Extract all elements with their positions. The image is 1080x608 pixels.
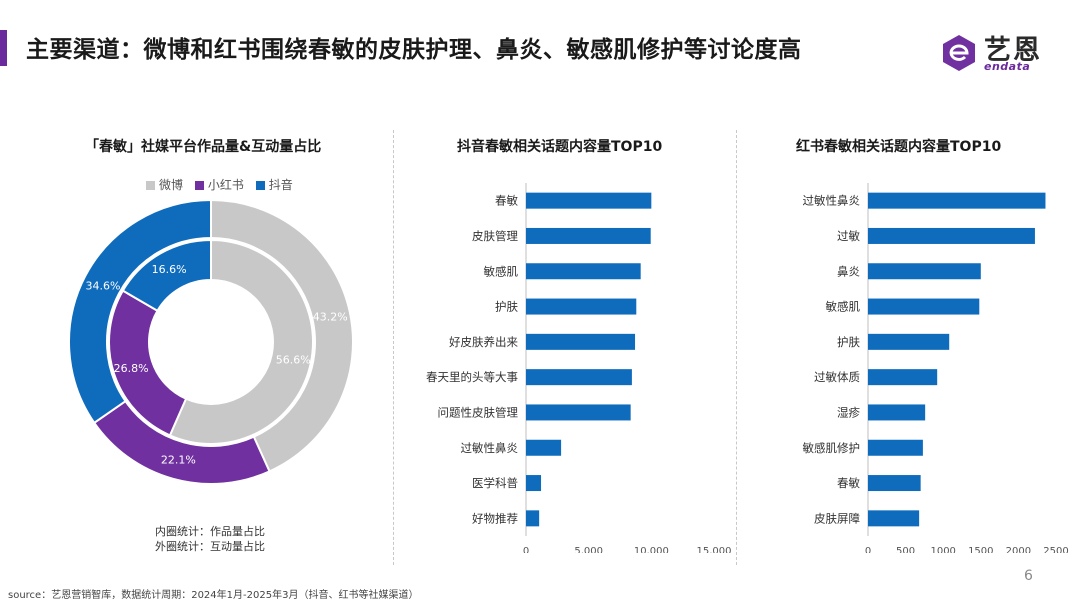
douyin-x-tick-2: 5,000 — [574, 546, 603, 553]
douyin-bar-1 — [526, 193, 651, 209]
xiaohongshu-category-label-5: 护肤 — [837, 335, 860, 349]
slide-title: 主要渠道：微博和红书围绕春敏的皮肤护理、鼻炎、敏感肌修护等讨论度高 — [26, 30, 802, 64]
xiaohongshu-bar-8 — [868, 440, 923, 456]
xiaohongshu-x-tick-4: 1500 — [968, 546, 993, 553]
legend-item-xiaohongshu: 小红书 — [195, 178, 244, 192]
inner-ring-label-weibo: 56.6% — [276, 353, 311, 366]
douyin-bar-4 — [526, 299, 636, 315]
xiaohongshu-bar-6 — [868, 369, 937, 385]
douyin-bar-7 — [526, 404, 631, 420]
douyin-bar-chart: 春敏皮肤管理敏感肌护肤好皮肤养出来春天里的头等大事问题性皮肤管理过敏性鼻炎医学科… — [400, 183, 735, 553]
douyin-category-label-6: 春天里的头等大事 — [426, 370, 518, 384]
xiaohongshu-category-label-1: 过敏性鼻炎 — [803, 194, 861, 208]
source-note: source：艺恩营销智库，数据统计周期：2024年1月-2025年3月（抖音、… — [8, 586, 418, 601]
legend-label-weibo: 微博 — [159, 178, 183, 192]
douyin-category-label-3: 敏感肌 — [484, 264, 519, 278]
xiaohongshu-bar-5 — [868, 334, 949, 350]
douyin-category-label-4: 护肤 — [495, 300, 518, 314]
douyin-bar-2 — [526, 228, 651, 244]
legend-item-douyin: 抖音 — [256, 178, 293, 192]
douyin-bar-10 — [526, 510, 539, 526]
legend-label-xiaohongshu: 小红书 — [208, 178, 244, 192]
xiaohongshu-category-label-3: 鼻炎 — [837, 264, 860, 278]
inner-ring-note: 内圈统计：作品量占比 — [155, 524, 265, 539]
douyin-bar-chart-title: 抖音春敏相关话题内容量TOP10 — [457, 136, 662, 156]
douyin-category-label-1: 春敏 — [495, 194, 518, 208]
page-number: 6 — [1024, 568, 1033, 584]
xiaohongshu-category-label-9: 春敏 — [837, 476, 860, 490]
legend-item-weibo: 微博 — [146, 178, 183, 192]
xiaohongshu-bar-10 — [868, 510, 919, 526]
douyin-bar-9 — [526, 475, 541, 491]
xiaohongshu-category-label-2: 过敏 — [837, 229, 860, 243]
logo-subtext: endata — [984, 60, 1030, 73]
xiaohongshu-category-label-7: 湿疹 — [837, 405, 860, 419]
douyin-bar-5 — [526, 334, 635, 350]
douyin-category-label-7: 问题性皮肤管理 — [438, 405, 519, 419]
donut-chart: 43.2% 22.1% 34.6% 56.6% 26.8% 16.6% — [61, 200, 361, 500]
xiaohongshu-bar-3 — [868, 263, 981, 279]
endata-logo: 艺恩 endata — [936, 30, 1052, 76]
endata-logo-icon — [936, 30, 982, 76]
legend-label-douyin: 抖音 — [269, 178, 293, 192]
donut-legend: 微博 小红书 抖音 — [146, 176, 301, 193]
douyin-bar-3 — [526, 263, 641, 279]
xiaohongshu-x-tick-2: 500 — [896, 546, 915, 553]
douyin-category-label-9: 医学科普 — [472, 476, 518, 490]
douyin-bar-6 — [526, 369, 632, 385]
chart-notes: 内圈统计：作品量占比 外圈统计：互动量占比 — [155, 524, 265, 554]
column-divider-1 — [393, 130, 394, 565]
column-divider-2 — [736, 130, 737, 565]
xiaohongshu-x-tick-3: 1000 — [930, 546, 955, 553]
douyin-x-tick-4: 15,000 — [697, 546, 732, 553]
douyin-category-label-10: 好物推荐 — [472, 511, 518, 525]
outer-ring-note: 外圈统计：互动量占比 — [155, 539, 265, 554]
title-accent-bar — [0, 30, 7, 66]
douyin-x-tick-3: 10,000 — [634, 546, 669, 553]
xiaohongshu-x-tick-5: 2000 — [1006, 546, 1031, 553]
xiaohongshu-x-tick-6: 2500 — [1043, 546, 1068, 553]
xiaohongshu-bar-9 — [868, 475, 921, 491]
xiaohongshu-x-tick-1: 0 — [865, 546, 871, 553]
xiaohongshu-bar-2 — [868, 228, 1035, 244]
douyin-x-tick-1: 0 — [523, 546, 529, 553]
douyin-category-label-2: 皮肤管理 — [472, 229, 518, 243]
douyin-category-label-5: 好皮肤养出来 — [449, 335, 518, 349]
xiaohongshu-bar-7 — [868, 404, 925, 420]
douyin-category-label-8: 过敏性鼻炎 — [461, 441, 519, 455]
inner-ring-label-xiaohongshu: 26.8% — [114, 362, 149, 375]
inner-ring-label-douyin: 16.6% — [152, 263, 187, 276]
xiaohongshu-bar-chart-title: 红书春敏相关话题内容量TOP10 — [796, 136, 1001, 156]
douyin-bar-8 — [526, 440, 561, 456]
xiaohongshu-category-label-10: 皮肤屏障 — [814, 511, 860, 525]
xiaohongshu-bar-1 — [868, 193, 1045, 209]
donut-chart-title: 「春敏」社媒平台作品量&互动量占比 — [85, 136, 321, 156]
outer-ring-label-weibo: 43.2% — [313, 310, 348, 323]
xiaohongshu-category-label-8: 敏感肌修护 — [803, 441, 861, 455]
xiaohongshu-category-label-4: 敏感肌 — [826, 300, 861, 314]
xiaohongshu-category-label-6: 过敏体质 — [814, 370, 860, 384]
outer-ring-label-douyin: 34.6% — [85, 279, 120, 292]
outer-ring-label-xiaohongshu: 22.1% — [161, 454, 196, 467]
xiaohongshu-bar-4 — [868, 299, 979, 315]
